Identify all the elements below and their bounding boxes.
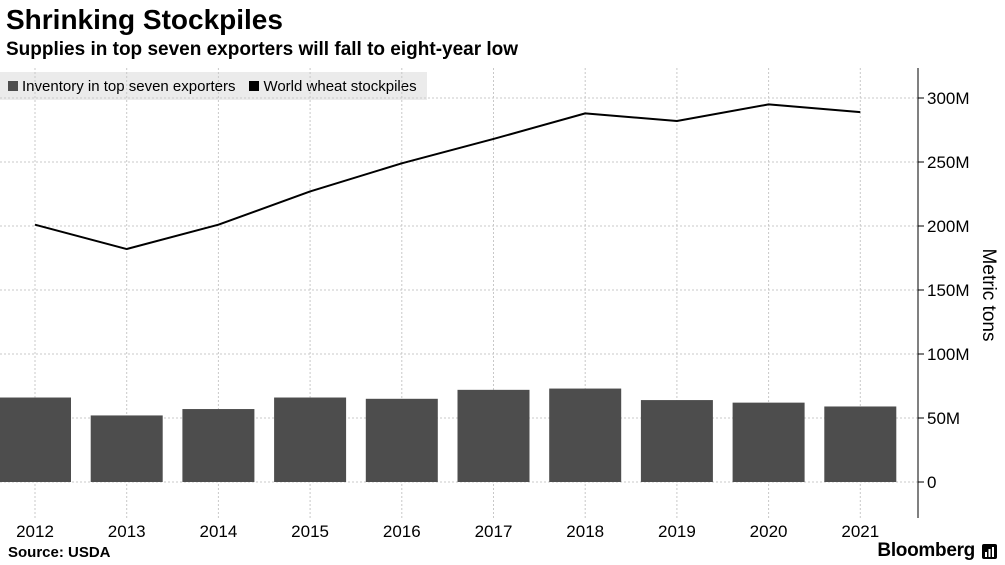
- bar-2012: [0, 397, 71, 482]
- bar-2019: [640, 400, 713, 482]
- legend-label-inventory: Inventory in top seven exporters: [22, 77, 236, 95]
- x-tick-label-2015: 2015: [291, 522, 329, 541]
- bar-series-inventory: [0, 388, 897, 482]
- chart-subtitle: Supplies in top seven exporters will fal…: [6, 39, 519, 60]
- source-note: Source: USDA: [8, 544, 111, 561]
- brand-logo-text: Bloomberg: [877, 540, 975, 561]
- line-path-world-stockpiles: [34, 103, 861, 251]
- line-series-world-stockpiles: [34, 103, 861, 251]
- bloomberg-chart-icon: [982, 544, 997, 559]
- x-tick-label-2018: 2018: [566, 522, 604, 541]
- y-tick-label-2: 100M: [927, 345, 970, 364]
- bar-2017: [457, 389, 530, 482]
- x-axis-labels: 2012 2013 2014 2015 2016 2017 2018 2019 2020 2021: [16, 522, 879, 541]
- legend-swatch-inventory: [8, 81, 18, 91]
- y-tick-label-0: 0: [927, 473, 936, 492]
- bar-2021: [824, 406, 897, 482]
- x-tick-label-2021: 2021: [841, 522, 879, 541]
- x-tick-label-2019: 2019: [658, 522, 696, 541]
- y-tick-label-4: 200M: [927, 217, 970, 236]
- bar-2015: [274, 397, 347, 482]
- y-tick-label-5: 250M: [927, 153, 970, 172]
- x-tick-label-2020: 2020: [750, 522, 788, 541]
- legend-item-inventory: Inventory in top seven exporters: [8, 78, 235, 95]
- chart-title: Shrinking Stockpiles: [6, 4, 283, 35]
- y-tick-label-1: 50M: [927, 409, 960, 428]
- x-tick-label-2017: 2017: [475, 522, 513, 541]
- y-tick-label-6: 300M: [927, 89, 970, 108]
- y-tick-label-3: 150M: [927, 281, 970, 300]
- bar-2014: [182, 409, 255, 482]
- legend: Inventory in top seven exporters World w…: [0, 72, 427, 100]
- bar-2016: [365, 398, 438, 482]
- bar-2013: [90, 415, 163, 482]
- y-axis-label: Metric tons: [978, 249, 999, 342]
- legend-label-world-stockpiles: World wheat stockpiles: [263, 77, 417, 95]
- y-axis: 0 50M 100M 150M 200M 250M 300M: [917, 68, 970, 518]
- bar-2020: [732, 402, 805, 482]
- x-tick-label-2016: 2016: [383, 522, 421, 541]
- x-tick-label-2012: 2012: [16, 522, 54, 541]
- x-tick-label-2014: 2014: [199, 522, 237, 541]
- bar-2018: [549, 388, 622, 482]
- legend-swatch-world-stockpiles: [249, 81, 260, 91]
- x-tick-label-2013: 2013: [108, 522, 146, 541]
- legend-item-world-stockpiles: World wheat stockpiles: [249, 77, 417, 95]
